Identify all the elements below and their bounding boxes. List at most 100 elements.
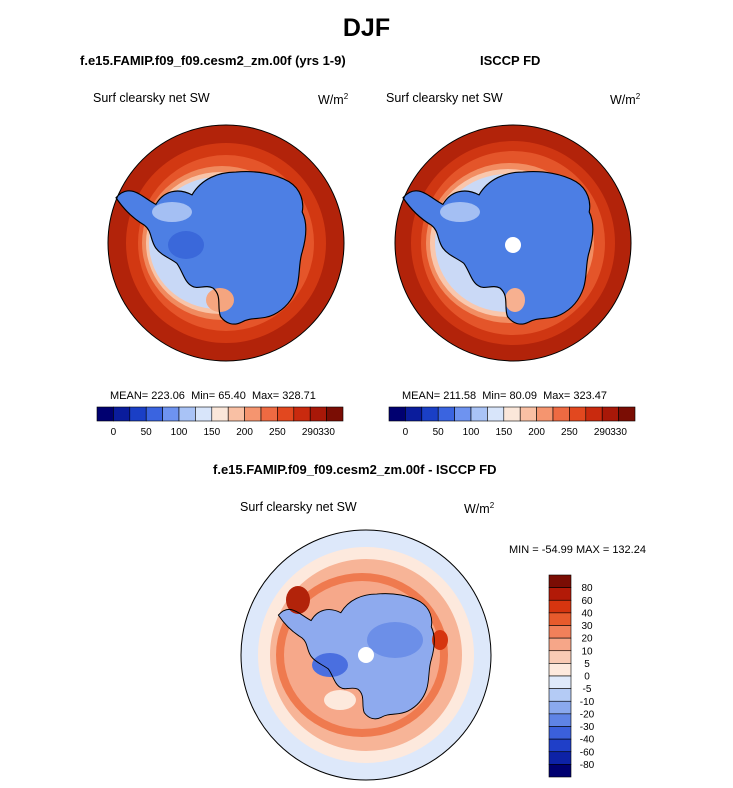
diff-colorbar-tick-5: 10 [581,646,593,657]
obs-units-sup: 2 [635,92,641,101]
model-mean-value: 223.06 [151,390,185,402]
obs-mean-value: 211.58 [443,390,477,402]
model-colorbar-tick-3: 150 [203,427,220,438]
obs-colorbar-box-12 [585,406,603,422]
obs-mean-label: MEAN= [402,390,441,402]
model-min-value: 65.40 [218,390,246,402]
model-colorbar: 0 50 100 150 200 250 290 330 [96,406,344,438]
diff-colorbar-tick-14: -80 [580,760,595,771]
diff-colorbar-tick-6: 5 [584,659,590,670]
diff-colorbar-box-11 [548,713,572,727]
obs-colorbar-box-14 [618,406,636,422]
diff-units-text: W/m [464,502,490,517]
obs-ross-patch [505,288,525,312]
obs-stats: MEAN= 211.58 Min= 80.09 Max= 323.47 [402,390,607,402]
diff-panel-title: f.e15.FAMIP.f09_f09.cesm2_zm.00f - ISCCP… [213,462,497,477]
obs-colorbar-box-0 [388,406,406,422]
obs-units: W/m2 [610,92,640,107]
model-colorbar-box-11 [277,406,295,422]
diff-colorbar-tick-10: -20 [580,709,595,720]
diff-colorbar-tick-12: -40 [580,735,595,746]
diff-colorbar-box-15 [548,764,572,778]
model-colorbar-tick-7: 330 [318,427,335,438]
model-max-label: Max= [251,390,280,402]
obs-colorbar-box-4 [454,406,472,422]
model-colorbar-tick-2: 100 [171,427,188,438]
obs-colorbar-tick-4: 200 [528,427,545,438]
obs-colorbar-tick-3: 150 [495,427,512,438]
model-colorbar-box-1 [113,406,131,422]
model-map [107,124,345,362]
diff-subtitle: Surf clearsky net SW [240,500,357,514]
diff-east-ant-patch [367,622,423,658]
diff-colorbar-box-5 [548,637,572,652]
obs-max-label: Max= [543,390,571,402]
model-peninsula-patch [152,202,192,222]
obs-colorbar-box-11 [569,406,587,422]
obs-map-border [394,124,632,362]
model-colorbar-box-5 [178,406,196,422]
model-colorbar-box-10 [260,406,278,422]
model-max-value: 328.71 [282,390,316,402]
obs-peninsula-patch [440,202,480,222]
main-title: DJF [342,14,391,42]
diff-colorbar-box-7 [548,663,572,677]
model-units-text: W/m [318,93,344,108]
diff-colorbar-box-1 [548,587,572,601]
diff-colorbar-box-0 [548,574,572,588]
model-subtitle: Surf clearsky net SW [93,91,210,105]
model-map-border [107,124,345,362]
diff-ross-patch [324,690,356,710]
obs-pole-hole [505,237,521,253]
diff-map-border [240,529,492,781]
obs-units-text: W/m [610,93,636,108]
model-colorbar-tick-5: 250 [269,427,286,438]
model-units: W/m2 [318,92,348,107]
diff-colorbar-tick-13: -60 [580,747,595,758]
diff-map [240,529,492,781]
model-units-sup: 2 [343,92,349,101]
diff-units: W/m2 [464,501,494,516]
obs-colorbar-tick-0: 0 [403,427,409,438]
obs-colorbar-box-2 [421,406,439,422]
model-colorbar-box-13 [309,406,327,422]
model-stats: MEAN= 223.06 Min= 65.40 Max= 328.71 [110,390,316,402]
obs-colorbar-box-9 [536,406,554,422]
obs-max-value: 323.47 [573,390,608,402]
diff-colorbar-box-14 [548,751,572,765]
diff-colorbar-box-4 [548,625,572,639]
obs-colorbar-box-1 [405,406,423,422]
diff-colorbar-tick-2: 40 [581,608,593,619]
diff-colorbar-box-6 [548,650,572,664]
model-colorbar-box-14 [326,406,344,422]
diff-colorbar-box-10 [548,700,572,715]
model-colorbar-box-7 [211,406,229,422]
diff-colorbar-tick-0: 80 [581,583,593,594]
model-panel-title: f.e15.FAMIP.f09_f09.cesm2_zm.00f (yrs 1-… [80,53,346,68]
obs-subtitle: Surf clearsky net SW [386,91,503,105]
obs-colorbar-tick-1: 50 [433,427,445,438]
diff-pole-hole [358,647,374,663]
model-colorbar-tick-0: 0 [111,427,117,438]
model-colorbar-box-0 [96,406,114,422]
obs-colorbar-tick-7: 330 [610,427,627,438]
diff-colorbar-tick-9: -10 [580,697,595,708]
model-west-ant-patch [168,231,204,259]
diff-colorbar-box-2 [548,599,572,614]
obs-colorbar-tick-6: 290 [594,427,611,438]
diff-colorbar-box-12 [548,726,572,740]
diff-colorbar-tick-11: -30 [580,722,595,733]
obs-colorbar-box-6 [487,406,505,422]
model-min-label: Min= [191,390,216,402]
diff-colorbar-tick-3: 30 [581,621,593,632]
model-colorbar-box-4 [162,406,180,422]
model-ross-patch [206,288,234,312]
model-colorbar-tick-6: 290 [302,427,319,438]
obs-colorbar-box-10 [552,406,570,422]
obs-map [394,124,632,362]
model-colorbar-box-12 [293,406,311,422]
obs-panel-title: ISCCP FD [480,53,541,68]
obs-colorbar: 0 50 100 150 200 250 290 330 [388,406,636,438]
